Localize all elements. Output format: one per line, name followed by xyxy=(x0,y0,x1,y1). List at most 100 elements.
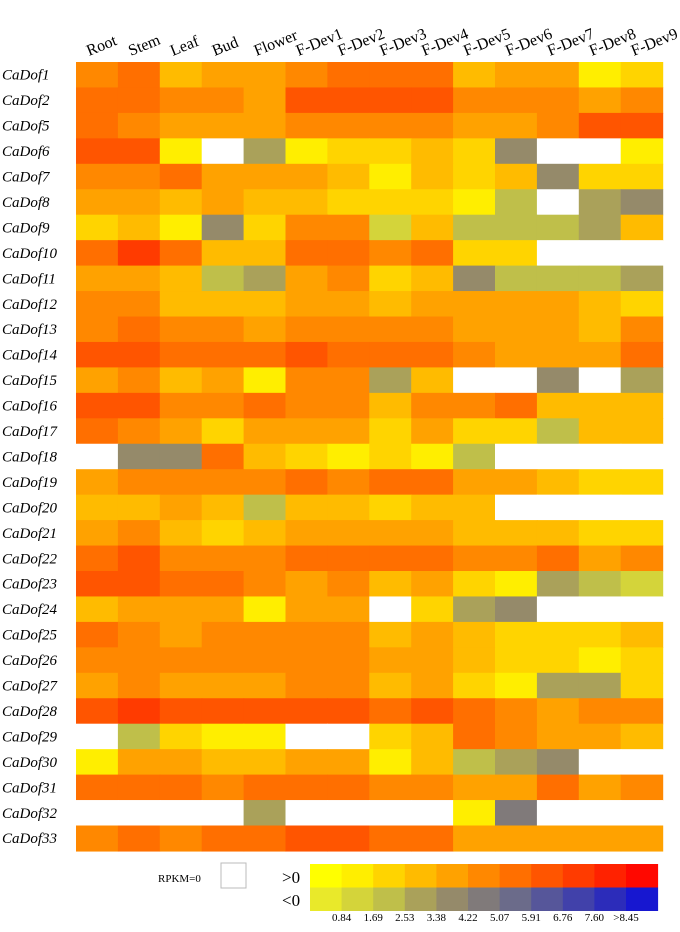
heatmap-cell xyxy=(201,571,245,598)
heatmap-cell xyxy=(578,189,622,216)
heatmap-cell xyxy=(243,112,287,139)
heatmap-cell xyxy=(536,392,580,419)
heatmap-cell xyxy=(536,469,580,496)
heatmap-cell xyxy=(578,800,622,827)
heatmap-cell xyxy=(243,545,287,572)
heatmap-cell xyxy=(536,367,580,394)
heatmap-cell xyxy=(201,87,245,114)
heatmap-cell xyxy=(495,596,538,623)
heatmap-cell xyxy=(76,392,119,419)
heatmap-cell xyxy=(578,443,622,470)
heatmap-cell xyxy=(495,341,538,368)
heatmap-cell xyxy=(117,596,161,623)
heatmap-cell xyxy=(578,316,622,343)
heatmap-cell xyxy=(327,62,370,89)
legend-negative-swatch xyxy=(373,887,406,911)
heatmap-cell xyxy=(327,800,370,827)
heatmap-cell xyxy=(536,341,580,368)
heatmap-cell xyxy=(453,647,496,674)
heatmap-cell xyxy=(117,571,161,598)
heatmap-cell xyxy=(76,469,119,496)
legend-negative-swatch xyxy=(436,887,469,911)
heatmap-cell xyxy=(369,698,412,725)
heatmap-cell xyxy=(453,494,496,521)
heatmap-cell xyxy=(453,698,496,725)
heatmap-cell xyxy=(327,749,370,776)
heatmap-cell xyxy=(201,240,245,267)
heatmap-cell xyxy=(495,138,538,165)
heatmap-cell xyxy=(620,647,664,674)
legend-tick-label: 0.84 xyxy=(332,912,352,924)
heatmap-cell xyxy=(327,112,370,139)
heatmap-cell xyxy=(620,62,664,89)
legend-tick-label: 4.22 xyxy=(458,912,477,924)
heatmap-cell xyxy=(201,647,245,674)
heatmap-cell xyxy=(243,62,287,89)
heatmap-cell xyxy=(369,774,412,801)
heatmap-cell xyxy=(536,112,580,139)
heatmap-cell xyxy=(578,596,622,623)
heatmap-cell xyxy=(411,112,454,139)
heatmap-cell xyxy=(536,520,580,547)
heatmap-cell xyxy=(411,749,454,776)
row-label: CaDof29 xyxy=(2,729,58,745)
heatmap-cell xyxy=(159,392,203,419)
heatmap-cell xyxy=(201,621,245,648)
heatmap-cell xyxy=(243,163,287,190)
heatmap-cell xyxy=(620,494,664,521)
heatmap-cell xyxy=(536,672,580,699)
heatmap-cell xyxy=(159,138,203,165)
heatmap-cell xyxy=(578,621,622,648)
row-label: CaDof16 xyxy=(2,399,58,415)
heatmap-cell xyxy=(620,520,664,547)
heatmap-cell xyxy=(285,392,328,419)
heatmap-cell xyxy=(201,367,245,394)
legend-tick-label: 3.38 xyxy=(427,912,447,924)
heatmap-cell xyxy=(327,316,370,343)
heatmap-cell xyxy=(495,87,538,114)
heatmap-cell xyxy=(76,774,119,801)
heatmap-cell xyxy=(495,392,538,419)
row-label: CaDof24 xyxy=(2,602,58,618)
row-label: CaDof20 xyxy=(2,500,58,516)
heatmap-cell xyxy=(159,698,203,725)
heatmap-cell xyxy=(453,520,496,547)
heatmap-cell xyxy=(453,291,496,318)
heatmap-cell xyxy=(159,367,203,394)
heatmap-cell xyxy=(495,621,538,648)
heatmap-cell xyxy=(578,87,622,114)
heatmap-cell xyxy=(117,265,161,292)
heatmap-cell xyxy=(117,672,161,699)
heatmap-cell xyxy=(495,672,538,699)
legend-negative-swatch xyxy=(341,887,374,911)
heatmap-cell xyxy=(578,698,622,725)
heatmap-cell xyxy=(536,825,580,852)
heatmap-cell xyxy=(76,571,119,598)
heatmap-cell xyxy=(201,800,245,827)
heatmap-cell xyxy=(243,240,287,267)
heatmap-cell xyxy=(578,112,622,139)
heatmap-cell xyxy=(411,672,454,699)
heatmap-cell xyxy=(159,596,203,623)
heatmap-cell xyxy=(495,520,538,547)
heatmap-cell xyxy=(578,341,622,368)
row-label: CaDof5 xyxy=(2,119,50,135)
legend-positive-swatch xyxy=(468,864,501,888)
heatmap-cell xyxy=(620,443,664,470)
heatmap-cell xyxy=(159,418,203,445)
heatmap-cell xyxy=(495,240,538,267)
heatmap-cell xyxy=(285,596,328,623)
heatmap-cell xyxy=(76,647,119,674)
row-label: CaDof32 xyxy=(2,806,58,822)
heatmap-cell xyxy=(201,698,245,725)
heatmap-cell xyxy=(159,571,203,598)
heatmap-cell xyxy=(243,647,287,674)
heatmap-cell xyxy=(453,443,496,470)
heatmap-cell xyxy=(495,265,538,292)
row-label: CaDof12 xyxy=(2,297,58,313)
heatmap-cell xyxy=(369,545,412,572)
heatmap-cell xyxy=(201,520,245,547)
heatmap-cell xyxy=(536,723,580,750)
heatmap-cell xyxy=(495,214,538,241)
heatmap-cell xyxy=(369,571,412,598)
